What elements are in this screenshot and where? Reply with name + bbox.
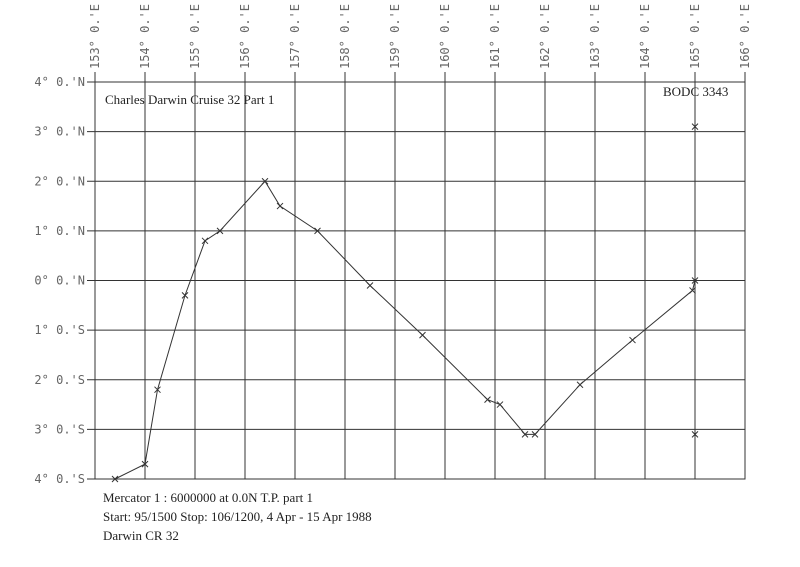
x-tick-label: 163° 0.'E (588, 4, 602, 69)
track-point (691, 123, 699, 131)
y-tick-label: 4° 0.'N (34, 75, 85, 89)
track-point (276, 202, 284, 210)
x-tick-label: 164° 0.'E (638, 4, 652, 69)
note: Mercator 1 : 6000000 at 0.0N T.P. part 1 (103, 490, 313, 505)
track-point (419, 331, 426, 339)
y-tick-label: 1° 0.'N (34, 224, 85, 238)
x-tick-label: 162° 0.'E (538, 4, 552, 69)
track-point (531, 430, 539, 438)
y-tick-label: 2° 0.'S (34, 373, 85, 387)
track-point (691, 277, 699, 284)
y-tick-label: 0° 0.'N (34, 274, 85, 288)
track-point (689, 287, 696, 294)
x-tick-label: 158° 0.'E (338, 4, 352, 69)
track-point (576, 381, 584, 389)
track-point (521, 430, 529, 438)
x-tick-label: 155° 0.'E (188, 4, 202, 69)
track-point (366, 282, 374, 289)
chart-title: Charles Darwin Cruise 32 Part 1 (105, 92, 274, 107)
y-tick-label: 1° 0.'S (34, 323, 85, 337)
track-point (111, 475, 119, 483)
y-tick-label: 3° 0.'S (34, 422, 85, 436)
annotation: BODC 3343 (663, 84, 728, 99)
track-point (216, 227, 224, 235)
x-tick-label: 161° 0.'E (488, 4, 502, 69)
track-point (629, 336, 636, 344)
x-tick-label: 154° 0.'E (138, 4, 152, 69)
track-line (114, 126, 696, 480)
y-tick-label: 4° 0.'S (34, 472, 85, 486)
y-tick-label: 2° 0.'N (34, 174, 85, 188)
track-point (691, 430, 699, 438)
track-point (261, 177, 269, 185)
note: Start: 95/1500 Stop: 106/1200, 4 Apr - 1… (103, 509, 372, 524)
x-tick-label: 165° 0.'E (688, 4, 702, 69)
track-point (181, 292, 189, 299)
x-tick-label: 159° 0.'E (388, 4, 402, 69)
track-point (154, 386, 161, 394)
x-tick-label: 157° 0.'E (288, 4, 302, 69)
y-tick-label: 3° 0.'N (34, 125, 85, 139)
x-tick-label: 160° 0.'E (438, 4, 452, 69)
track-point (314, 227, 321, 235)
x-tick-label: 166° 0.'E (738, 4, 752, 69)
track-point (484, 396, 491, 403)
track-point (141, 460, 149, 468)
track-point (201, 237, 209, 245)
track-point (496, 401, 504, 408)
x-tick-label: 156° 0.'E (238, 4, 252, 69)
note: Darwin CR 32 (103, 528, 179, 543)
x-tick-label: 153° 0.'E (88, 4, 102, 69)
